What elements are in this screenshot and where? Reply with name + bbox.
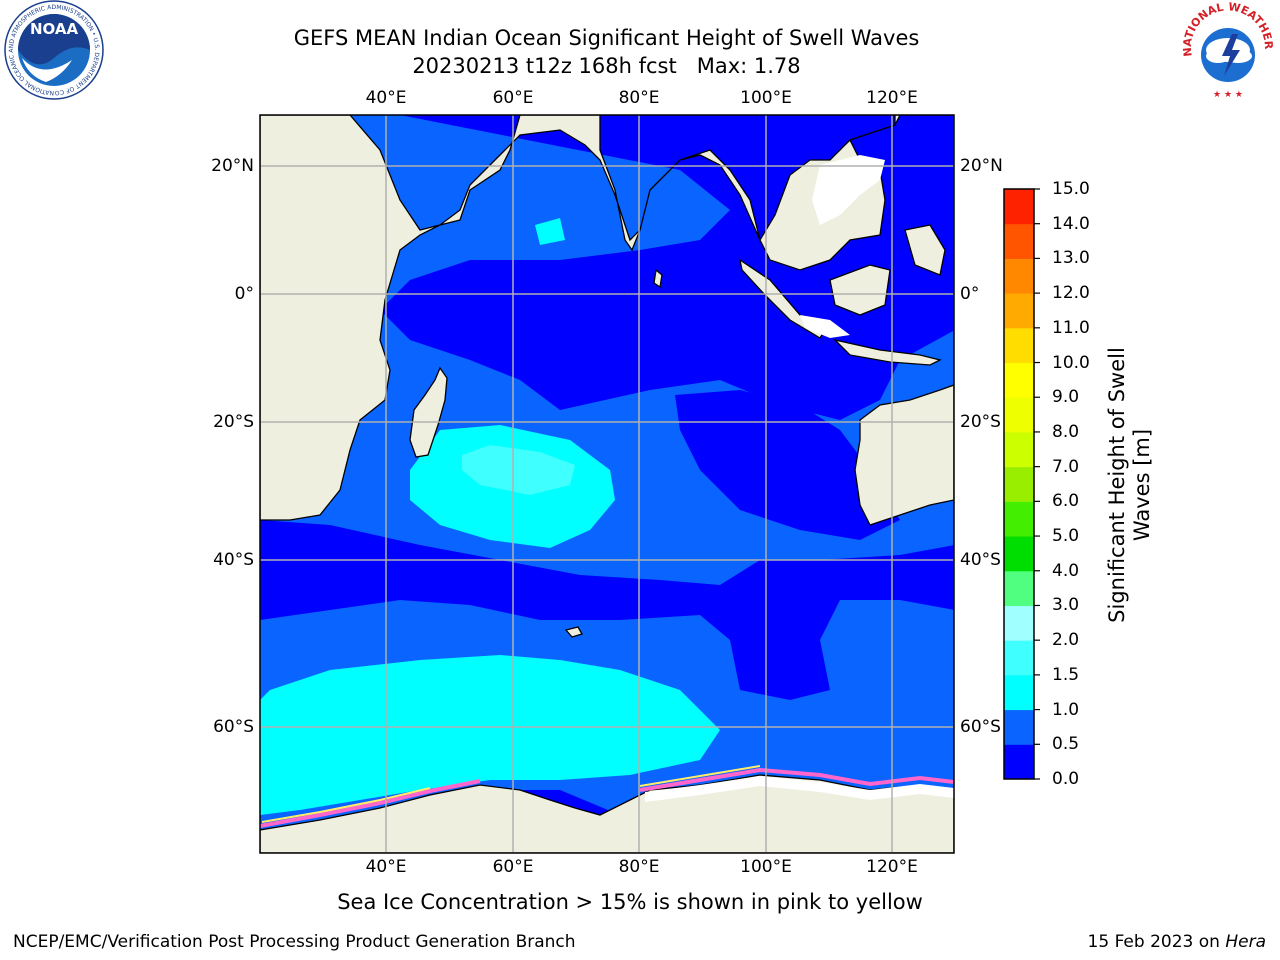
colorbar-tick-label: 15.0 [1052, 179, 1090, 199]
lon-label-top: 80°E [618, 88, 660, 108]
lat-label-left: 40°S [213, 550, 254, 570]
lon-label-top: 60°E [492, 88, 534, 108]
colorbar-tick-label: 5.0 [1052, 526, 1080, 547]
lat-label-right: 40°S [960, 550, 1001, 570]
colorbar-segment [1004, 362, 1034, 398]
colorbar-tick-label: 9.0 [1052, 387, 1080, 408]
lat-label-right: 0° [960, 284, 980, 304]
colorbar-tick-label: 11.0 [1052, 317, 1090, 338]
footer-date: 15 Feb 2023 on Hera [1087, 932, 1266, 952]
colorbar-segment [1004, 640, 1034, 676]
colorbar-tick-label: 8.0 [1052, 421, 1080, 442]
colorbar-segment [1004, 258, 1034, 294]
graticule [260, 115, 954, 853]
colorbar-segment [1004, 570, 1034, 606]
lat-label-left: 20°S [213, 412, 254, 432]
colorbar-segment [1004, 397, 1034, 433]
colorbar-tick-label: 2.0 [1052, 630, 1080, 651]
lon-label-bottom: 120°E [866, 857, 918, 877]
lat-label-left: 20°N [211, 156, 254, 176]
colorbar-segment [1004, 674, 1034, 711]
sea-ice [260, 765, 954, 828]
colorbar-segment [1004, 293, 1034, 329]
colorbar-tick-label: 0.5 [1052, 734, 1080, 755]
lat-label-right: 20°N [960, 156, 1003, 176]
sea-ice-note: Sea Ice Concentration > 15% is shown in … [337, 890, 923, 914]
colorbar-tick-label: 4.0 [1052, 560, 1080, 581]
colorbar-segment [1004, 501, 1034, 537]
svg-text:★ ★ ★: ★ ★ ★ [1213, 90, 1243, 100]
nws-logo: NATIONAL WEATHER SERVICE ★ ★ ★ [1178, 0, 1275, 100]
high-swell-zones [462, 445, 575, 495]
colorbar-tick-label: 1.5 [1052, 664, 1080, 685]
colorbar-frame [1003, 188, 1035, 780]
footer-credit: NCEP/EMC/Verification Post Processing Pr… [13, 932, 576, 952]
map-subtitle: 20230213 t12z 168h fcst Max: 1.78 [412, 54, 801, 78]
lon-label-bottom: 60°E [492, 857, 534, 877]
colorbar-tick-label: 0.0 [1052, 769, 1080, 789]
lat-label-left: 60°S [213, 717, 254, 737]
map-title: GEFS MEAN Indian Ocean Significant Heigh… [293, 26, 920, 50]
colorbar-tick-label: 3.0 [1052, 595, 1080, 616]
lon-label-bottom: 40°E [365, 857, 407, 877]
colorbar-segment [1004, 605, 1034, 641]
colorbar-segment [1004, 327, 1034, 364]
lon-label-bottom: 100°E [740, 857, 792, 877]
lon-label-top: 40°E [365, 88, 407, 108]
colorbar-tick-label: 14.0 [1052, 213, 1090, 234]
svg-text:NOAA: NOAA [30, 20, 79, 38]
colorbar-tick-label: 1.0 [1052, 699, 1080, 720]
lon-label-top: 100°E [740, 88, 792, 108]
colorbar-segment [1004, 189, 1034, 225]
colorbar-tick-label: 6.0 [1052, 491, 1080, 512]
lat-label-right: 60°S [960, 717, 1001, 737]
noaa-logo: NATIONAL OCEANIC AND ATMOSPHERIC ADMINIS… [2, 0, 104, 100]
land-ice-white [645, 155, 954, 802]
colorbar-segment [1004, 709, 1034, 745]
colorbar-segment [1004, 536, 1034, 572]
lat-label-right: 20°S [960, 412, 1001, 432]
map-frame [259, 114, 955, 854]
colorbar-label: Significant Height of Swell Waves [m] [1105, 347, 1154, 623]
lon-label-bottom: 80°E [618, 857, 660, 877]
colorbar-tick-label: 7.0 [1052, 456, 1080, 477]
lat-label-left: 0° [234, 284, 254, 304]
colorbar-tick-label: 12.0 [1052, 283, 1090, 304]
lon-label-top: 120°E [866, 88, 918, 108]
colorbar-segment [1004, 466, 1034, 502]
colorbar-segment [1004, 431, 1034, 468]
colorbar-tick-label: 10.0 [1052, 352, 1090, 373]
colorbar-segment [1004, 223, 1034, 259]
colorbar-segment [1004, 744, 1034, 780]
colorbar [1003, 188, 1040, 780]
colorbar-tick-label: 13.0 [1052, 248, 1090, 269]
